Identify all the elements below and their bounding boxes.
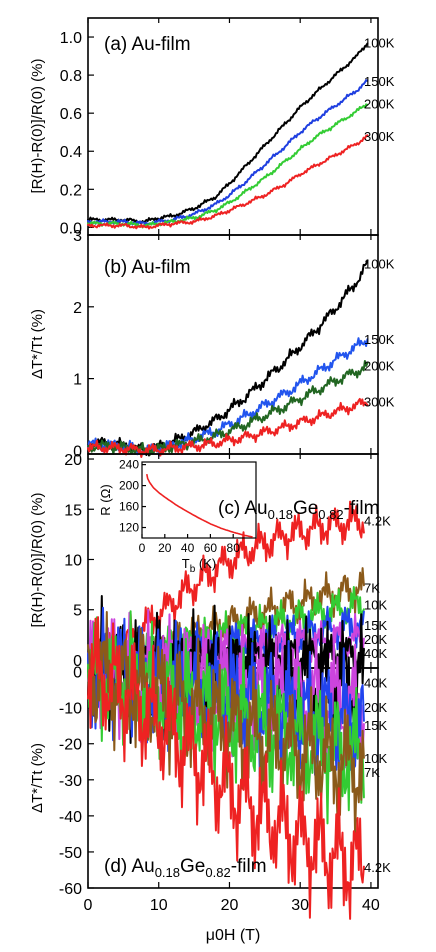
y-tick-label: 0: [73, 653, 82, 670]
y-tick-label: 1: [73, 372, 82, 389]
series-line-200K: [87, 103, 369, 229]
panel-a-y-ticks: 0.0 0.2 0.4 0.6 0.8 1.0: [60, 18, 372, 237]
inset-series-line: [146, 473, 253, 538]
x-tick-label: 20: [221, 897, 239, 914]
y-tick-label: -20: [59, 737, 82, 754]
panel-a-label: (a) Au-film: [104, 34, 191, 55]
y-tick-label: 0.0: [60, 220, 82, 237]
panel-b: 0 1 2 3 100K 150K 200K 300K (b) Au-film ΔT*/Tt…: [29, 228, 395, 460]
y-tick-label: 2: [73, 300, 82, 317]
y-tick-label: 0.2: [60, 182, 82, 199]
y-tick-label: 5: [73, 603, 82, 620]
series-line-100K: [87, 259, 369, 457]
y-tick-label: 0.6: [60, 106, 82, 123]
y-tick-label: 10: [64, 552, 82, 569]
panel-b-series: [87, 259, 369, 458]
series-label-100K: 100K: [364, 36, 395, 51]
series-label-15K: 15K: [364, 618, 387, 633]
x-axis-ticks: 0 10 20 30 40: [84, 897, 380, 914]
panel-a-series: [87, 42, 369, 230]
inset-series: [146, 473, 253, 538]
panel-a-series-labels: 100K 150K 200K 300K: [364, 36, 395, 144]
series-line-4.2K: [87, 616, 365, 920]
y-tick-label: 0: [73, 665, 82, 682]
x-tick-label: 40: [362, 897, 380, 914]
panel-b-ylabel: ΔT*/Tt (%): [29, 309, 46, 379]
y-tick-label: -10: [59, 701, 82, 718]
series-label-40K: 40K: [364, 646, 387, 661]
panel-c-label: (c) Au0.18Ge0.82-film: [218, 498, 380, 522]
inset-frame: [141, 461, 257, 539]
panel-d-ylabel: ΔT*/Tt (%): [29, 743, 46, 813]
inset-x-tick-label: 0: [139, 541, 146, 555]
series-label-300K: 300K: [364, 395, 395, 410]
inset-y-tick-label: 120: [119, 521, 139, 535]
y-tick-label: 15: [64, 502, 82, 519]
x-tick-label: 0: [84, 897, 93, 914]
inset-x-tick-label: 80: [227, 541, 241, 555]
series-line-150K: [87, 79, 369, 227]
series-label-7K: 7K: [364, 581, 380, 596]
inset-y-tick-label: 160: [119, 500, 139, 514]
series-label-200K: 200K: [364, 97, 395, 112]
panel-b-series-labels: 100K 150K 200K 300K: [364, 257, 395, 410]
y-tick-label: -50: [59, 845, 82, 862]
inset-x-tick-label: 60: [204, 541, 218, 555]
series-line-100K: [87, 42, 369, 225]
series-label-300K: 300K: [364, 129, 395, 144]
y-tick-label: -40: [59, 809, 82, 826]
panel-b-label: (b) Au-film: [104, 257, 191, 278]
y-tick-label: -30: [59, 773, 82, 790]
series-line-300K: [87, 397, 369, 458]
panel-a: 0.0 0.2 0.4 0.6 0.8 1.0 100K 150K 200K 300K (a) …: [29, 17, 395, 237]
y-tick-label: 0: [73, 443, 82, 460]
inset-x-tick-label: 20: [158, 541, 172, 555]
series-line-300K: [87, 134, 369, 230]
inset-ylabel: R (Ω): [98, 484, 113, 515]
y-tick-label: 3: [73, 228, 82, 245]
inset-y-tick-label: 240: [119, 458, 139, 472]
panel-a-ylabel: [R(H)-R(0)]/R(0) (%): [29, 59, 46, 194]
series-label-10K: 10K: [364, 598, 387, 613]
panel-d-label: (d) Au0.18Ge0.82-film: [104, 856, 267, 880]
series-label-7K: 7K: [364, 765, 380, 780]
inset-ticks: 120 160 200 240 0 20 40 60 80: [119, 458, 240, 555]
y-tick-label: 0.8: [60, 68, 82, 85]
series-label-4.2K: 4.2K: [364, 513, 391, 528]
x-axis-label: μ0H (T): [206, 927, 261, 944]
y-tick-label: 0.4: [60, 144, 82, 161]
x-tick-label: 30: [291, 897, 309, 914]
inset-xlabel: Tb (K): [182, 556, 216, 575]
series-line-4.2K: [87, 500, 365, 681]
x-tick-label: 10: [150, 897, 168, 914]
inset-y-tick-label: 200: [119, 479, 139, 493]
series-label-150K: 150K: [364, 74, 395, 89]
series-label-4.2K: 4.2K: [364, 860, 391, 875]
series-label-200K: 200K: [364, 359, 395, 374]
series-label-10K: 10K: [364, 751, 387, 766]
y-tick-label: 20: [64, 452, 82, 469]
series-label-20K: 20K: [364, 632, 387, 647]
series-label-100K: 100K: [364, 257, 395, 272]
series-label-15K: 15K: [364, 718, 387, 733]
series-label-150K: 150K: [364, 332, 395, 347]
inset-x-tick-label: 40: [181, 541, 195, 555]
y-tick-label: -60: [59, 881, 82, 898]
panel-c-ylabel: [R(H)-R(0)]/R(0) (%): [29, 493, 46, 628]
inset: 120 160 200 240 0 20 40 60 80 R (Ω) Tb (K): [98, 458, 257, 575]
series-label-40K: 40K: [364, 675, 387, 690]
panel-d-series: [87, 595, 365, 920]
y-tick-label: 1.0: [60, 30, 82, 47]
series-label-20K: 20K: [364, 700, 387, 715]
panel-c-y-ticks: 0 5 10 15 20: [64, 452, 372, 670]
